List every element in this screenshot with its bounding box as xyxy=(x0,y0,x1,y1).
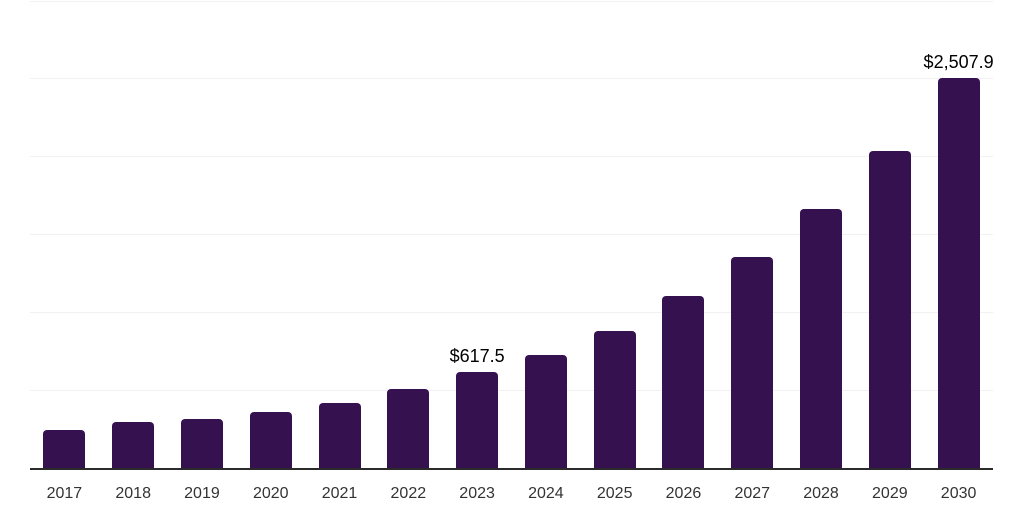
bar-2018[interactable] xyxy=(112,421,155,468)
bar-2030[interactable] xyxy=(937,77,980,468)
bar-2028[interactable] xyxy=(800,209,843,468)
gridline-1000 xyxy=(30,311,993,313)
bar-2021[interactable] xyxy=(318,402,361,468)
value-label-2030: $2,507.9 xyxy=(923,51,994,72)
bar-2027[interactable] xyxy=(731,257,774,468)
x-tick-label-2030: 2030 xyxy=(940,485,977,502)
x-tick-label-2025: 2025 xyxy=(596,485,633,502)
gridline-3000 xyxy=(30,0,993,2)
bar-2017[interactable] xyxy=(43,430,86,468)
x-tick-label-2017: 2017 xyxy=(46,485,83,502)
bar-2024[interactable] xyxy=(524,354,567,468)
x-tick-label-2029: 2029 xyxy=(872,485,908,502)
bar-2025[interactable] xyxy=(593,331,636,468)
x-tick-label-2022: 2022 xyxy=(390,485,427,502)
value-label-2023: $617.5 xyxy=(449,345,505,366)
x-axis-line xyxy=(30,468,993,470)
gridline-2000 xyxy=(30,156,993,158)
bar-2022[interactable] xyxy=(387,389,430,468)
bar-2023[interactable] xyxy=(456,371,499,468)
bar-2026[interactable] xyxy=(662,296,705,468)
gridline-2500 xyxy=(30,78,993,80)
x-tick-label-2024: 2024 xyxy=(528,485,564,502)
gridline-1500 xyxy=(30,234,993,235)
x-tick-label-2023: 2023 xyxy=(459,485,495,502)
gridline-500 xyxy=(30,389,993,391)
x-tick-label-2021: 2021 xyxy=(321,485,358,502)
x-tick-label-2020: 2020 xyxy=(252,485,289,502)
x-tick-label-2019: 2019 xyxy=(184,485,220,502)
bar-2029[interactable] xyxy=(868,151,911,468)
plot-area: $617.5 $2,507.9 xyxy=(30,0,994,470)
bar-2020[interactable] xyxy=(249,411,292,468)
bar-2019[interactable] xyxy=(180,419,223,468)
x-tick-label-2018: 2018 xyxy=(115,485,151,502)
x-tick-label-2028: 2028 xyxy=(803,485,839,502)
x-tick-label-2026: 2026 xyxy=(665,485,702,502)
x-tick-label-2027: 2027 xyxy=(734,485,771,502)
